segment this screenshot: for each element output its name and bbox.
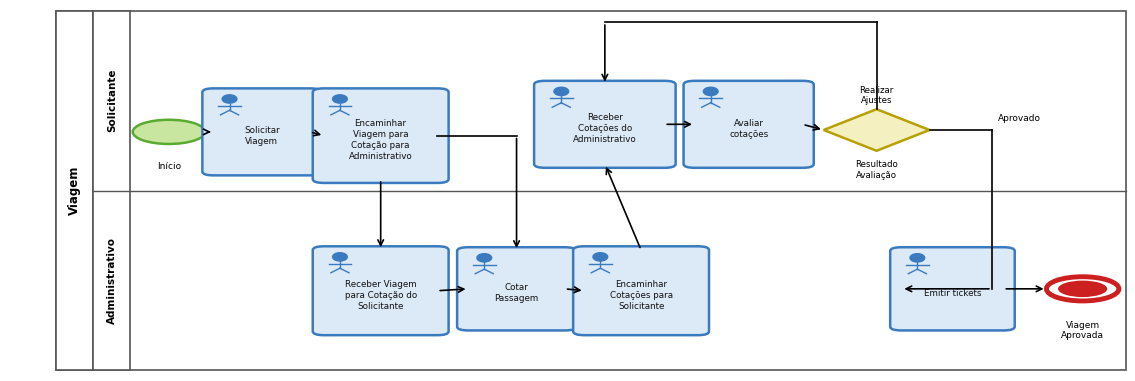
FancyBboxPatch shape xyxy=(535,81,675,168)
Text: Realizar
Ajustes: Realizar Ajustes xyxy=(859,86,893,106)
FancyBboxPatch shape xyxy=(573,246,709,335)
FancyBboxPatch shape xyxy=(683,81,814,168)
Text: Receber
Cotações do
Administrativo: Receber Cotações do Administrativo xyxy=(573,113,637,144)
Polygon shape xyxy=(824,109,930,151)
Text: Solicitar
Viagem: Solicitar Viagem xyxy=(244,126,279,146)
Ellipse shape xyxy=(592,253,607,261)
Text: Solicitante: Solicitante xyxy=(107,69,117,133)
Text: Resultado
Avaliação: Resultado Avaliação xyxy=(855,160,898,180)
Text: Cotar
Passagem: Cotar Passagem xyxy=(495,283,539,303)
Ellipse shape xyxy=(333,95,347,103)
Text: Início: Início xyxy=(157,162,180,171)
Text: Viagem
Aprovada: Viagem Aprovada xyxy=(1061,321,1104,340)
Text: Emitir tickets: Emitir tickets xyxy=(924,289,981,298)
Bar xyxy=(93,11,131,370)
FancyBboxPatch shape xyxy=(202,88,321,175)
Text: Administrativo: Administrativo xyxy=(107,237,117,324)
Ellipse shape xyxy=(554,87,569,96)
FancyBboxPatch shape xyxy=(313,88,448,183)
Ellipse shape xyxy=(222,95,237,103)
Circle shape xyxy=(1046,277,1119,301)
Text: Receber Viagem
para Cotação do
Solicitante: Receber Viagem para Cotação do Solicitan… xyxy=(345,280,417,311)
Text: Encaminhar
Viagem para
Cotação para
Administrativo: Encaminhar Viagem para Cotação para Admi… xyxy=(348,119,412,161)
FancyBboxPatch shape xyxy=(313,246,448,335)
Text: Viagem: Viagem xyxy=(68,166,81,215)
Circle shape xyxy=(133,120,205,144)
Bar xyxy=(56,11,93,370)
Text: Aprovado: Aprovado xyxy=(998,114,1041,123)
Text: Avaliar
cotações: Avaliar cotações xyxy=(729,119,768,139)
FancyBboxPatch shape xyxy=(457,247,575,330)
FancyBboxPatch shape xyxy=(890,247,1015,330)
Ellipse shape xyxy=(477,254,491,262)
Ellipse shape xyxy=(333,253,347,261)
Circle shape xyxy=(1058,281,1108,297)
Ellipse shape xyxy=(910,254,925,262)
Ellipse shape xyxy=(704,87,718,96)
Text: Encaminhar
Cotações para
Solicitante: Encaminhar Cotações para Solicitante xyxy=(609,280,673,311)
